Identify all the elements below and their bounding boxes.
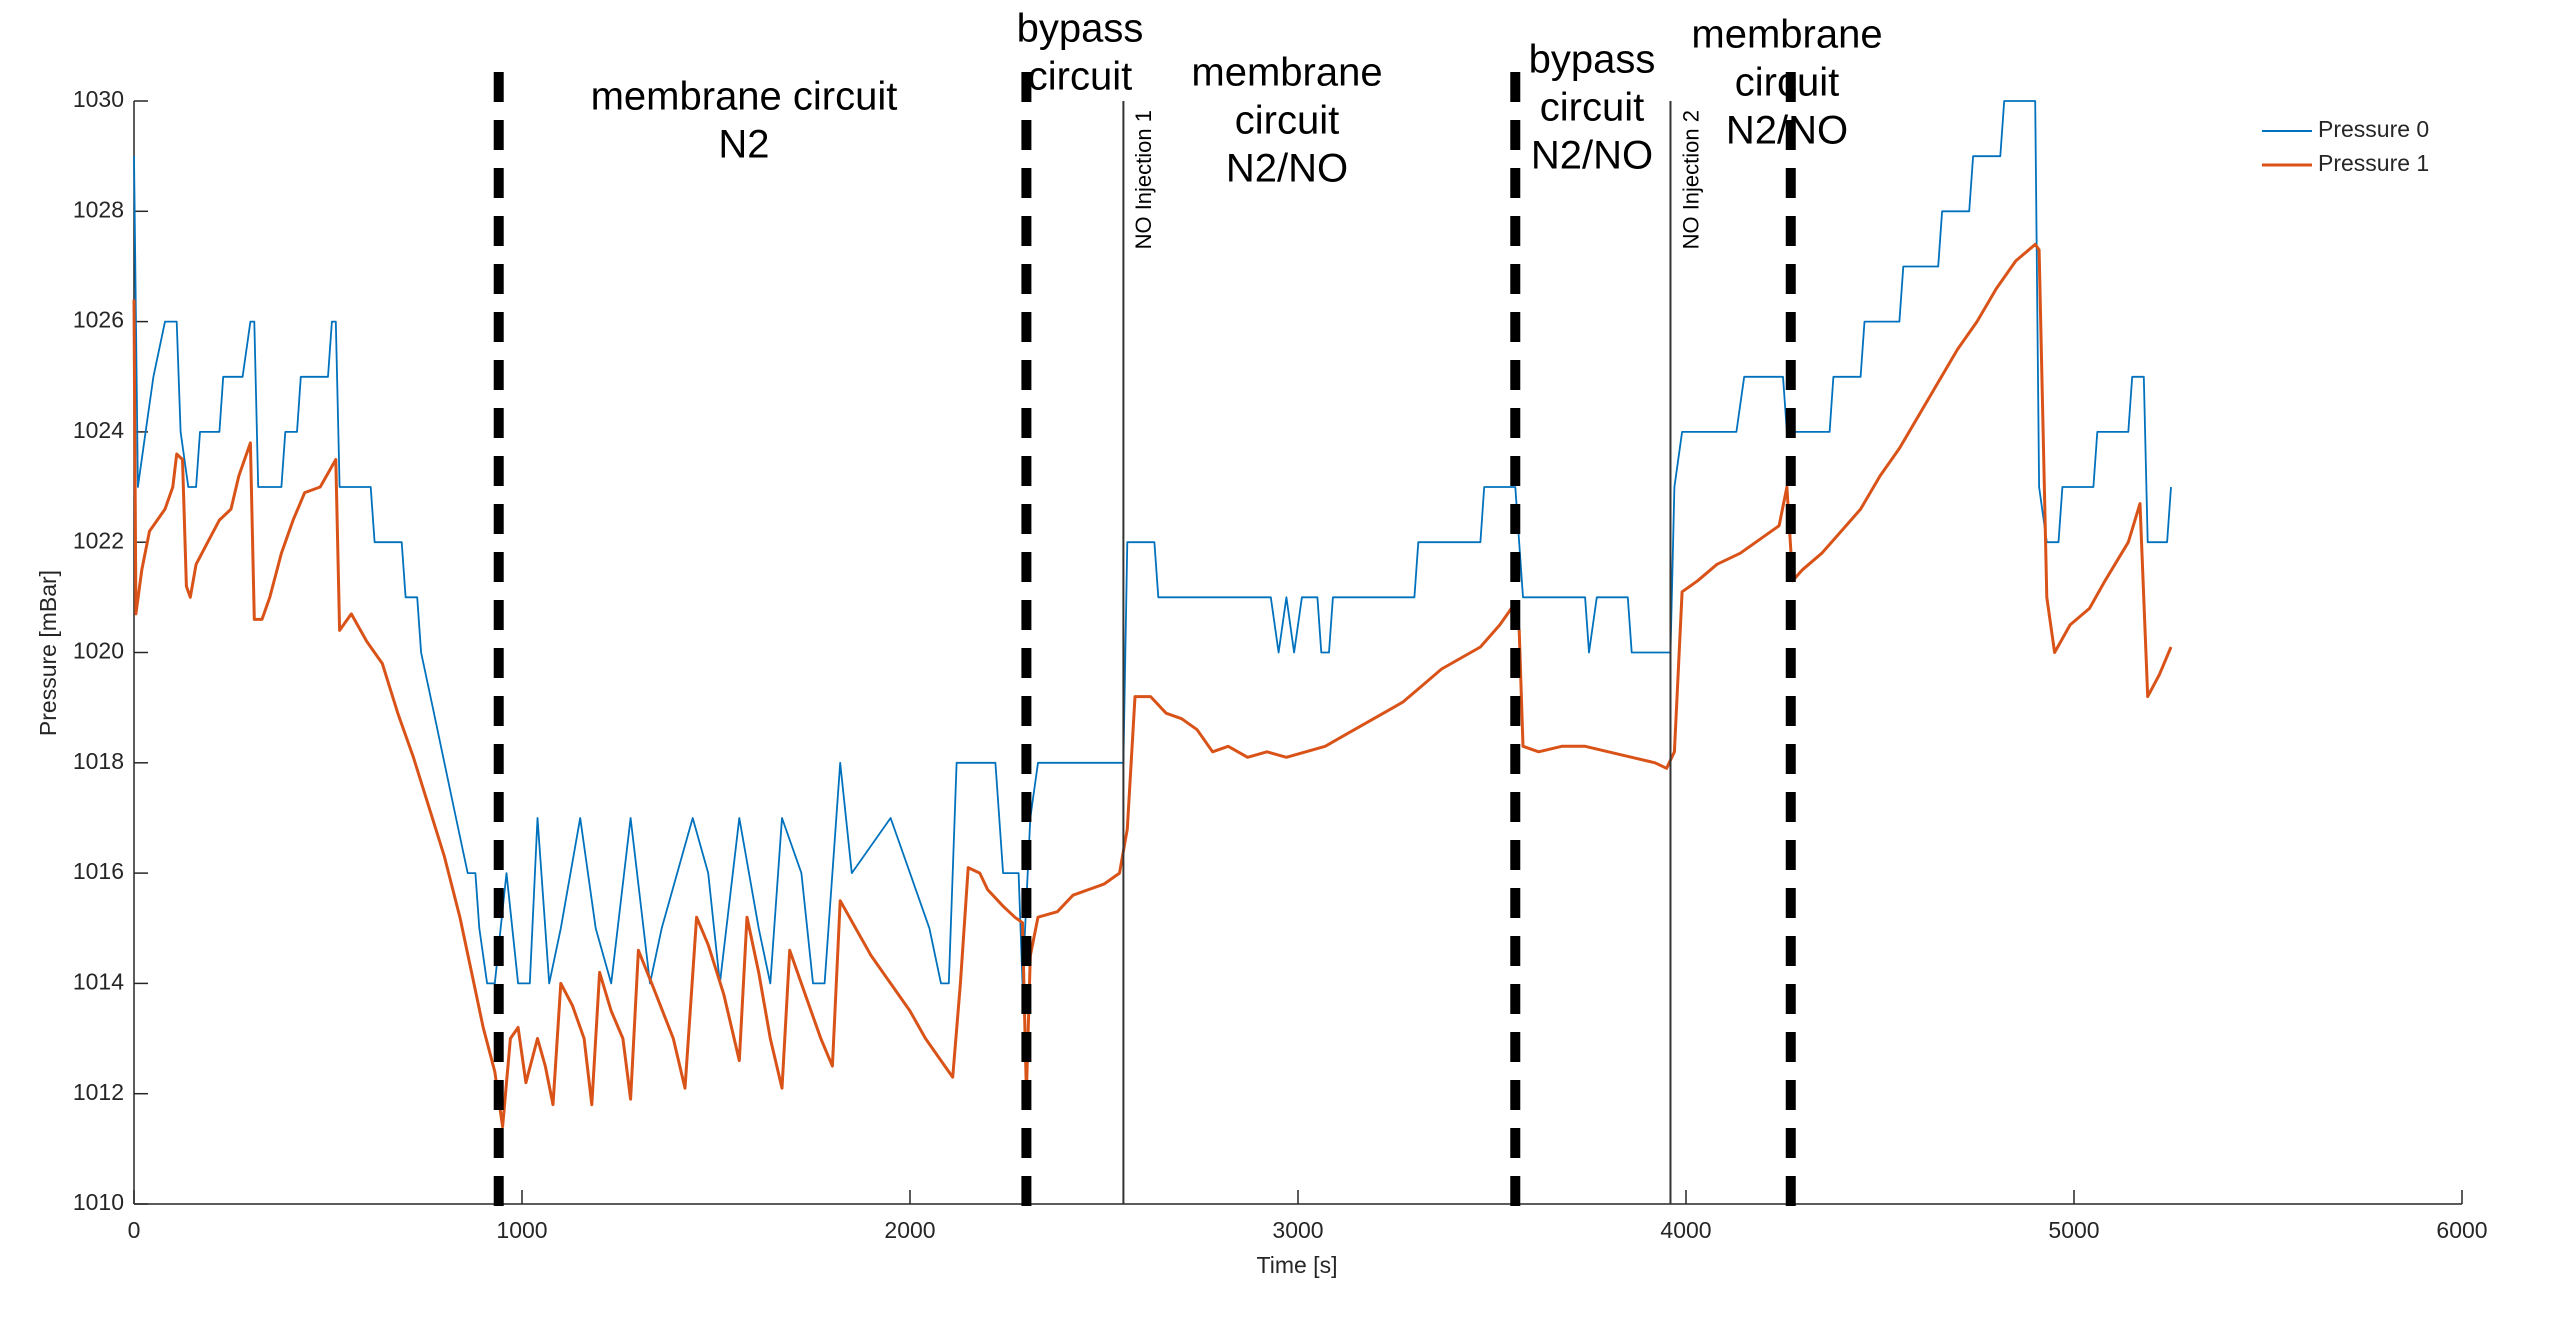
legend-label: Pressure 1 — [2318, 150, 2429, 176]
data-line — [132, 242, 2173, 1129]
region-label: circuit — [1540, 86, 1644, 130]
region-label: N2/NO — [1531, 134, 1653, 178]
y-tick-label: 1016 — [73, 858, 124, 884]
y-tick-label: 1020 — [73, 638, 124, 664]
region-label: N2/NO — [1726, 109, 1848, 153]
region-label: circuit — [1235, 99, 1339, 143]
x-axis-label: Time [s] — [1257, 1252, 1338, 1278]
y-axis-label: Pressure [mBar] — [35, 570, 61, 736]
x-tick-label: 2000 — [884, 1217, 935, 1243]
x-tick-label: 1000 — [496, 1217, 547, 1243]
y-tick-label: 1014 — [73, 968, 124, 994]
x-tick-label: 6000 — [2436, 1217, 2487, 1243]
y-tick-label: 1010 — [73, 1189, 124, 1215]
region-label: bypass — [1529, 38, 1656, 82]
y-tick-label: 1028 — [73, 196, 124, 222]
x-tick-label: 0 — [128, 1217, 141, 1243]
region-label: N2 — [718, 123, 769, 167]
marker-label: NO Injection 1 — [1131, 110, 1156, 249]
region-label: bypass — [1017, 7, 1144, 51]
y-tick-label: 1012 — [73, 1079, 124, 1105]
y-tick-label: 1022 — [73, 527, 124, 553]
y-tick-label: 1026 — [73, 307, 124, 333]
region-label: circuit — [1735, 61, 1839, 105]
data-line — [133, 100, 2172, 985]
region-label: circuit — [1028, 55, 1132, 99]
region-label: membrane — [1691, 13, 1882, 57]
y-tick-label: 1024 — [73, 417, 124, 443]
region-label: N2/NO — [1226, 147, 1348, 191]
region-label: membrane circuit — [591, 75, 898, 119]
legend-label: Pressure 0 — [2318, 116, 2429, 142]
x-tick-label: 5000 — [2048, 1217, 2099, 1243]
region-label: membrane — [1191, 51, 1382, 95]
x-tick-label: 4000 — [1660, 1217, 1711, 1243]
marker-label: NO Injection 2 — [1678, 110, 1703, 249]
y-tick-label: 1030 — [73, 86, 124, 112]
x-tick-label: 3000 — [1272, 1217, 1323, 1243]
y-tick-label: 1018 — [73, 748, 124, 774]
